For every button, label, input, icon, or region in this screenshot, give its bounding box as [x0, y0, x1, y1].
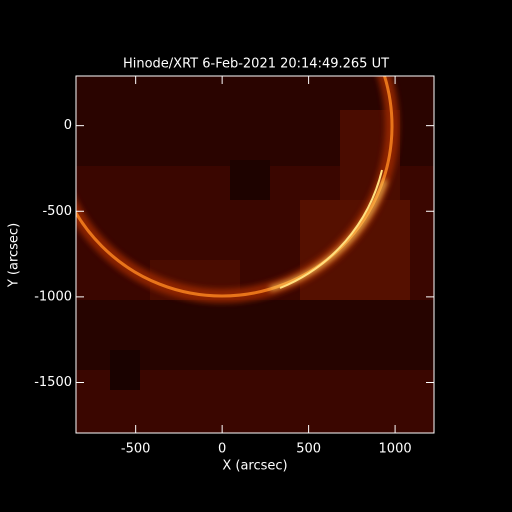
x-tick-label: 1000 [379, 442, 412, 457]
solar-image [76, 76, 434, 433]
y-axis-label: Y (arcsec) [7, 223, 22, 288]
chart-title: Hinode/XRT 6-Feb-2021 20:14:49.265 UT [123, 57, 389, 72]
y-tick-label: -1000 [34, 289, 72, 304]
x-axis-label: X (arcsec) [222, 459, 287, 474]
x-tick-label: 0 [218, 442, 226, 457]
y-tick-label: 0 [64, 118, 72, 133]
y-tick-label: -1500 [34, 375, 72, 390]
plot-frame [75, 75, 435, 434]
x-tick-label: -500 [121, 442, 151, 457]
x-tick-label: 500 [296, 442, 321, 457]
y-tick-label: -500 [42, 204, 72, 219]
